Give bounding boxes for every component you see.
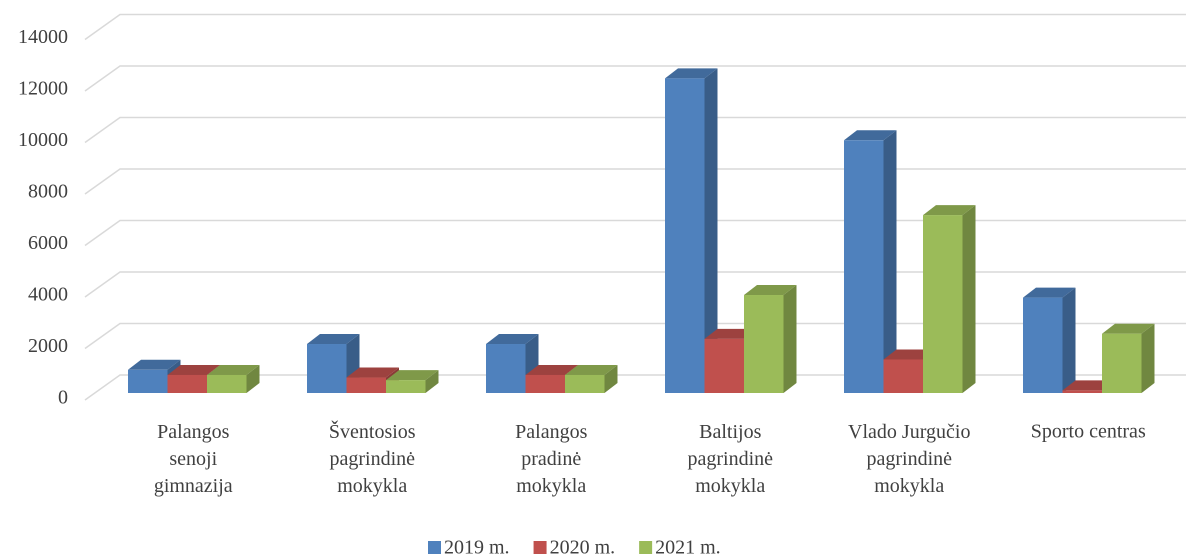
bar-side (425, 370, 439, 393)
x-tick-label: Sporto centras (1031, 421, 1146, 443)
grid-line (84, 271, 1186, 298)
grid-line (84, 65, 1186, 92)
bar-top (665, 68, 718, 79)
y-tick-label: 12000 (18, 78, 68, 100)
bar-top (1062, 380, 1115, 391)
bar-front (1023, 297, 1063, 393)
bar-front (923, 215, 963, 393)
y-tick-label: 6000 (28, 232, 68, 254)
bar-top (307, 334, 360, 345)
y-tick-label: 8000 (28, 181, 68, 203)
bar (744, 285, 797, 393)
bar-front (128, 369, 168, 393)
y-tick-label: 4000 (28, 284, 68, 306)
bar-top (167, 364, 220, 375)
bar-top (207, 364, 260, 375)
bar-top (565, 364, 618, 375)
bar-side (604, 364, 618, 393)
bar-top (883, 349, 936, 360)
grid-line (84, 374, 1186, 401)
bar (844, 130, 897, 394)
bar-side (1141, 323, 1155, 393)
bar-side (704, 68, 718, 394)
bar-front (346, 377, 386, 393)
x-tick-label: Šventosios pagrindinė mokykla (329, 419, 416, 497)
bar-front (704, 338, 744, 393)
bar (307, 334, 360, 393)
bar-top (844, 130, 897, 141)
bar (386, 370, 439, 393)
bar-front (565, 374, 605, 393)
grid-line (84, 219, 1186, 247)
y-tick-label: 2000 (28, 335, 68, 357)
bar-side (1062, 287, 1076, 393)
legend-label: 2020 m. (550, 537, 616, 559)
legend-swatch (533, 541, 547, 554)
x-tick-label: Palangos pradinė mokykla (515, 421, 587, 497)
x-tick-label: Palangos senoji gimnazija (154, 421, 233, 497)
bar-front (1062, 390, 1102, 393)
bar-top (525, 364, 578, 375)
bar-front (486, 344, 526, 393)
bar-front (207, 374, 247, 393)
bar-front (883, 359, 923, 393)
bar-top (386, 370, 439, 381)
bar (923, 205, 976, 393)
bar (565, 364, 618, 393)
bar-side (246, 364, 260, 393)
y-tick-label: 10000 (18, 129, 68, 151)
y-tick-label: 14000 (18, 26, 68, 48)
bar-front (167, 374, 207, 393)
bar (207, 364, 260, 393)
legend-label: 2021 m. (655, 537, 721, 559)
bar-top (128, 359, 181, 370)
bar (1102, 323, 1155, 393)
bar-top (1023, 287, 1076, 298)
bar-top (346, 367, 399, 378)
grid-line (84, 322, 1186, 350)
bar-top (744, 285, 797, 296)
bar-top (486, 334, 539, 345)
grid-line (84, 168, 1186, 195)
bar-top (704, 328, 757, 339)
x-tick-label: Baltijos pagrindinė mokykla (687, 421, 773, 497)
bar-front (744, 295, 784, 393)
bar-front (1102, 333, 1142, 393)
bar-front (386, 380, 426, 393)
bar (1023, 287, 1076, 393)
legend-label: 2019 m. (444, 537, 510, 559)
bar-front (844, 140, 884, 393)
legend-swatch (428, 541, 441, 554)
bar-front (307, 344, 347, 393)
bar (665, 68, 718, 394)
bar-side (883, 130, 897, 394)
x-tick-label: Vlado Jurgučio pagrindinė mokykla (848, 421, 970, 497)
bar-top (1102, 323, 1155, 334)
bar-top (923, 205, 976, 216)
legend-swatch (639, 541, 653, 554)
bar-side (783, 285, 797, 393)
bar-front (665, 78, 705, 394)
bar-side (962, 205, 976, 393)
grid-line (84, 13, 1186, 41)
grid-line (84, 116, 1186, 144)
bar-front (525, 374, 565, 393)
y-tick-label: 0 (58, 387, 68, 409)
